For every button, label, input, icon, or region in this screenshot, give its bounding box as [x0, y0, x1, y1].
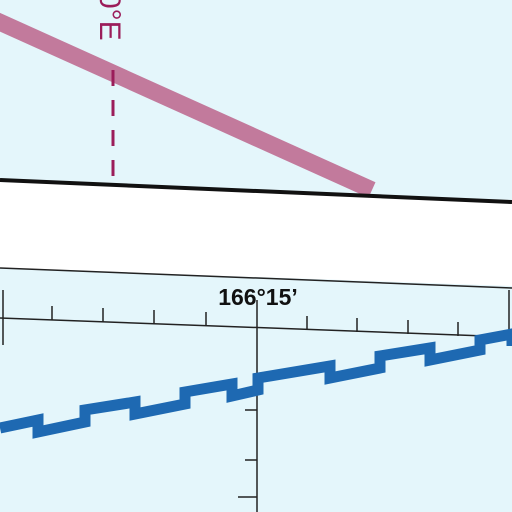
boundary-line — [0, 178, 512, 204]
thin-line — [0, 267, 512, 289]
pink-route — [0, 12, 376, 198]
blue-boundary — [0, 328, 512, 439]
scale-bar — [0, 290, 512, 512]
meridian-label: 0°E — [93, 0, 126, 41]
white-band — [0, 182, 512, 286]
longitude-label: 166°15’ — [218, 284, 298, 310]
